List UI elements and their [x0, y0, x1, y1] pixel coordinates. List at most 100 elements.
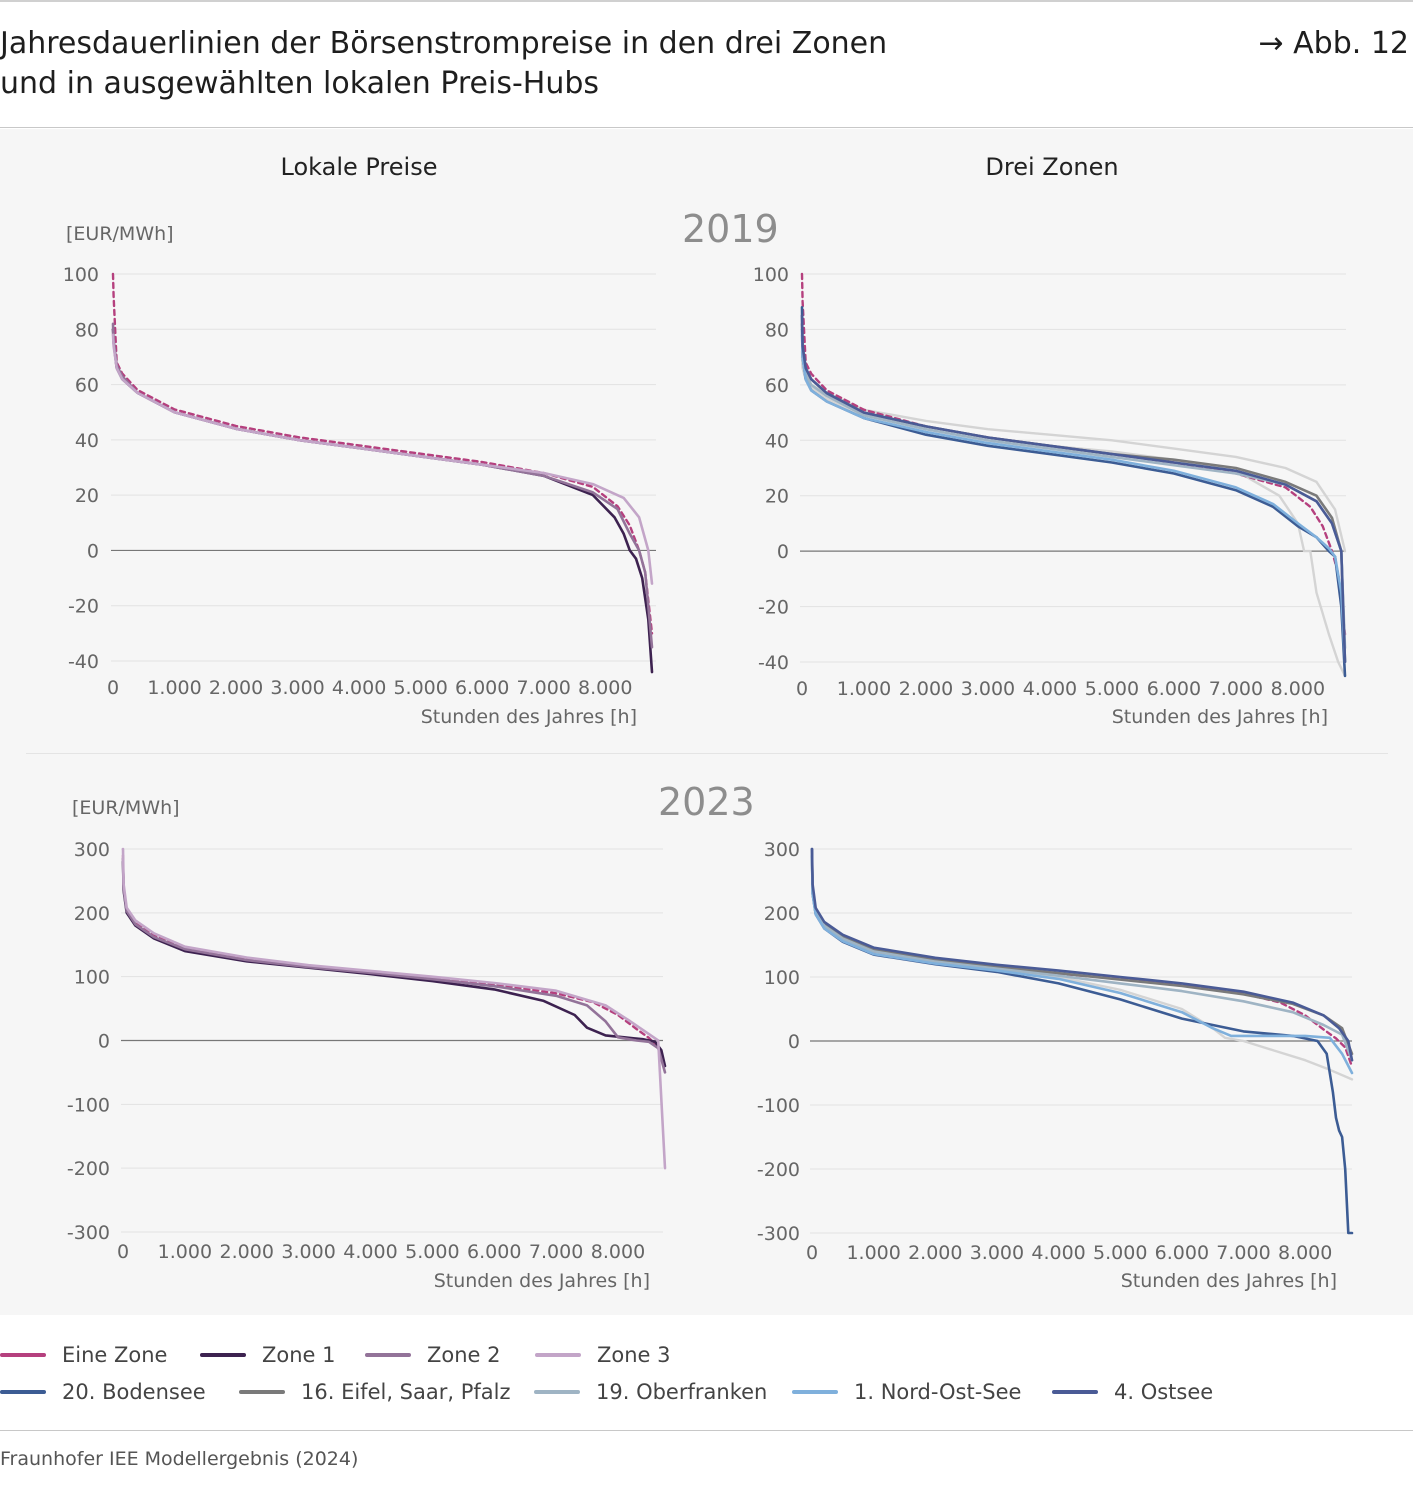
y-tick-label: 100: [63, 264, 99, 286]
series-line-zone-2: [111, 322, 654, 649]
x-tick-label: 5.000: [1093, 1242, 1147, 1264]
legend-item-zone-3: Zone 3: [535, 1340, 671, 1370]
legend-item-eifel-saar-pfalz: 16. Eifel, Saar, Pfalz: [239, 1377, 511, 1407]
y-tick-label: 80: [765, 319, 789, 341]
y-tick-label: 100: [764, 967, 800, 989]
figure-title: Jahresdauerlinien der Börsenstrompreise …: [0, 24, 1000, 104]
x-tick-label: 6.000: [1155, 1242, 1209, 1264]
year-label-2023: 2023: [658, 780, 755, 824]
x-tick-label: 7.000: [529, 1241, 583, 1263]
x-tick-label: 1.000: [837, 678, 891, 700]
x-tick-label: 4.000: [1023, 678, 1077, 700]
x-tick-label: 2.000: [908, 1242, 962, 1264]
legend-swatch: [0, 1390, 46, 1394]
x-tick-label: 2.000: [209, 677, 263, 699]
x-tick-label: 3.000: [961, 678, 1015, 700]
x-tick-label: 0: [806, 1242, 818, 1264]
series-line-zone-3: [121, 847, 667, 1170]
legend-swatch: [0, 1353, 46, 1357]
y-tick-label: 0: [98, 1031, 110, 1053]
series-line-4-ostsee: [800, 314, 1347, 664]
legend-swatch: [200, 1353, 246, 1357]
x-tick-label: 4.000: [1031, 1242, 1085, 1264]
column-title-right: Drei Zonen: [985, 153, 1119, 181]
legend-item-eine-zone: Eine Zone: [0, 1340, 167, 1370]
x-tick-label: 1.000: [147, 677, 201, 699]
figure-reference-link[interactable]: → Abb. 12: [1258, 26, 1409, 61]
x-tick-label: 2.000: [899, 678, 953, 700]
top-rule: [0, 0, 1413, 2]
legend-label: Eine Zone: [62, 1343, 168, 1367]
y-tick-label: -100: [67, 1094, 110, 1116]
x-axis-title: Stunden des Jahres [h]: [1121, 1270, 1337, 1292]
legend-item-bodensee: 20. Bodensee: [0, 1377, 206, 1407]
series-line-zone-1: [111, 327, 654, 674]
y-tick-label: 200: [74, 903, 110, 925]
title-line-1: Jahresdauerlinien der Börsenstrompreise …: [0, 26, 888, 61]
x-tick-label: 5.000: [393, 677, 447, 699]
y-tick-label: 20: [75, 485, 99, 507]
series-line-19-oberfranken: [800, 333, 1347, 650]
y-tick-label: -200: [757, 1159, 800, 1181]
year-label-2019: 2019: [682, 207, 779, 251]
legend-label: 4. Ostsee: [1114, 1380, 1214, 1404]
y-tick-label: -40: [758, 652, 789, 674]
y-tick-label: -300: [757, 1223, 800, 1245]
y-tick-label: 0: [788, 1031, 800, 1053]
y-unit-label-2019: [EUR/MWh]: [66, 223, 174, 245]
x-tick-label: 5.000: [405, 1241, 459, 1263]
series-line-16-eifel-saar-pfalz: [800, 322, 1347, 664]
x-axis-title: Stunden des Jahres [h]: [434, 1270, 650, 1292]
legend-item-ostsee: 4. Ostsee: [1052, 1377, 1213, 1407]
x-tick-label: 1.000: [846, 1242, 900, 1264]
x-tick-label: 1.000: [158, 1241, 212, 1263]
legend-label: 1. Nord-Ost-See: [854, 1380, 1022, 1404]
x-tick-label: 0: [107, 677, 119, 699]
column-title-left: Lokale Preise: [280, 153, 438, 181]
series-line-1-nord-ost-see: [800, 328, 1347, 664]
y-tick-label: 200: [764, 903, 800, 925]
x-tick-label: 4.000: [343, 1241, 397, 1263]
legend-swatch: [792, 1390, 838, 1394]
series-line-zone-2: [121, 857, 667, 1074]
y-tick-label: 300: [74, 839, 110, 861]
legend-swatch: [365, 1353, 411, 1357]
series-line-1-nord-ost-see: [810, 854, 1354, 1075]
y-tick-label: 60: [765, 375, 789, 397]
x-tick-label: 7.000: [517, 677, 571, 699]
legend-label: 16. Eifel, Saar, Pfalz: [301, 1380, 511, 1404]
title-line-2: und in ausgewählten lokalen Preis-Hubs: [0, 66, 600, 101]
x-tick-label: 3.000: [281, 1241, 335, 1263]
y-tick-label: 40: [765, 430, 789, 452]
x-tick-label: 7.000: [1209, 678, 1263, 700]
x-tick-label: 5.000: [1085, 678, 1139, 700]
y-tick-label: -20: [758, 597, 789, 619]
y-tick-label: 60: [75, 375, 99, 397]
legend-item-oberfranken: 19. Oberfranken: [534, 1377, 767, 1407]
legend: Eine Zone Zone 1 Zone 2 Zone 3 20. Boden…: [0, 1335, 1413, 1430]
legend-swatch: [1052, 1390, 1098, 1394]
legend-label: Zone 1: [262, 1343, 336, 1367]
x-tick-label: 2.000: [220, 1241, 274, 1263]
series-line-eine-zone: [111, 272, 654, 635]
x-tick-label: 0: [796, 678, 808, 700]
series-line-4-ostsee: [810, 847, 1354, 1062]
legend-item-nord-ost-see: 1. Nord-Ost-See: [792, 1377, 1021, 1407]
x-tick-label: 3.000: [270, 677, 324, 699]
x-tick-label: 4.000: [332, 677, 386, 699]
legend-swatch: [239, 1390, 285, 1394]
y-unit-label-2023: [EUR/MWh]: [72, 797, 180, 819]
legend-label: Zone 3: [597, 1343, 671, 1367]
series-line-zone-1: [121, 860, 667, 1068]
footer-separator: [0, 1430, 1413, 1431]
x-tick-label: 8.000: [578, 677, 632, 699]
y-tick-label: 0: [777, 541, 789, 563]
legend-label: 19. Oberfranken: [596, 1380, 768, 1404]
x-tick-label: 6.000: [1147, 678, 1201, 700]
y-tick-label: 40: [75, 430, 99, 452]
source-note: Fraunhofer IEE Modellergebnis (2024): [0, 1448, 359, 1470]
y-tick-label: 100: [753, 264, 789, 286]
x-tick-label: 3.000: [970, 1242, 1024, 1264]
y-tick-label: 100: [74, 967, 110, 989]
